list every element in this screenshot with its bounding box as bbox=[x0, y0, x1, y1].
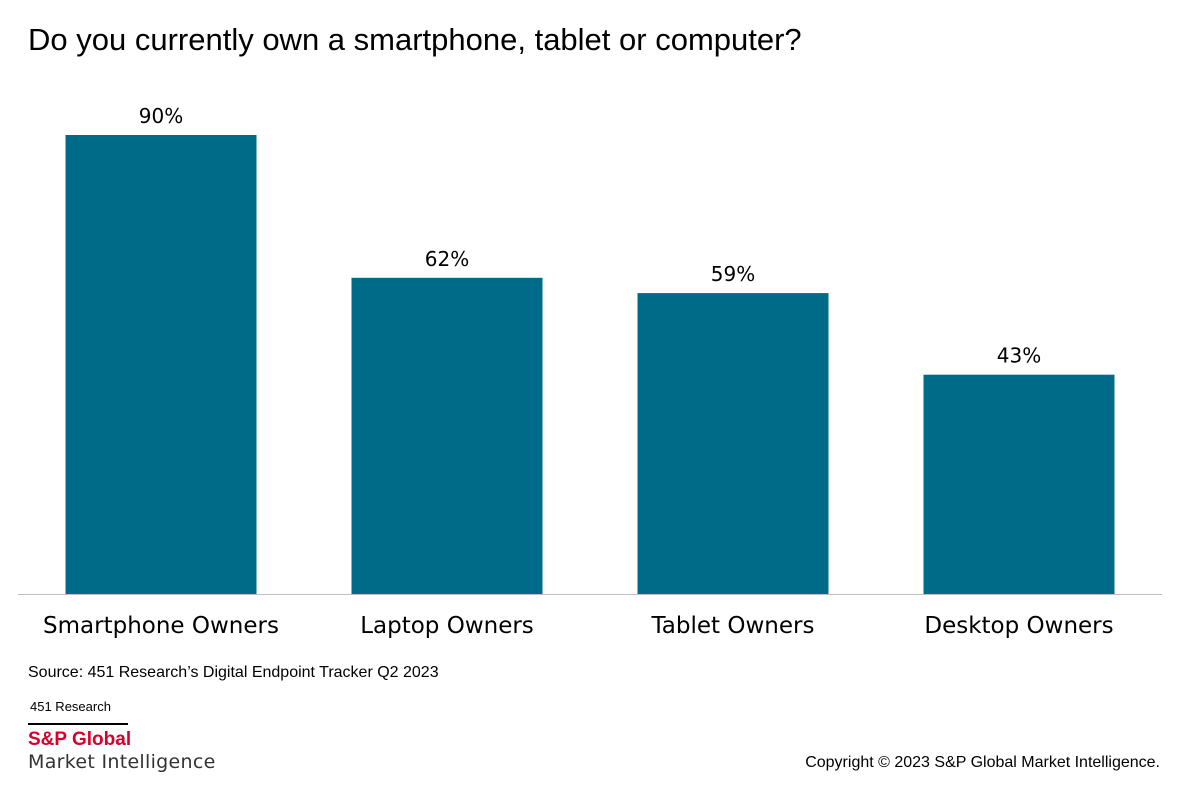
labels-group: 90% Smartphone Owners 62% Laptop Owners 59% T… bbox=[43, 104, 1114, 639]
chart-title: Do you currently own a smartphone, table… bbox=[28, 22, 802, 57]
brand-divider bbox=[28, 723, 128, 725]
bar-smartphone-owners bbox=[65, 135, 257, 594]
bar-laptop-owners bbox=[351, 277, 543, 594]
category-label: Tablet Owners bbox=[651, 613, 815, 639]
copyright-note: Copyright © 2023 S&P Global Market Intel… bbox=[805, 754, 1160, 771]
brand-logo-subtitle: Market Intelligence bbox=[28, 751, 216, 773]
bar-chart: 90% Smartphone Owners 62% Laptop Owners 59% T… bbox=[18, 104, 1162, 639]
bar-desktop-owners bbox=[923, 374, 1115, 594]
data-label: 90% bbox=[139, 104, 183, 128]
category-label: Desktop Owners bbox=[924, 613, 1113, 639]
bars-group bbox=[65, 135, 1115, 594]
bar-tablet-owners bbox=[637, 293, 829, 594]
source-note: Source: 451 Research’s Digital Endpoint … bbox=[28, 664, 439, 681]
brand-logo-name: S&P Global bbox=[28, 729, 132, 750]
category-label: Smartphone Owners bbox=[43, 613, 279, 639]
brand-451-research: 451 Research bbox=[30, 699, 111, 714]
category-label: Laptop Owners bbox=[360, 613, 534, 639]
data-label: 59% bbox=[711, 262, 755, 286]
data-label: 62% bbox=[425, 247, 469, 271]
data-label: 43% bbox=[997, 344, 1041, 368]
